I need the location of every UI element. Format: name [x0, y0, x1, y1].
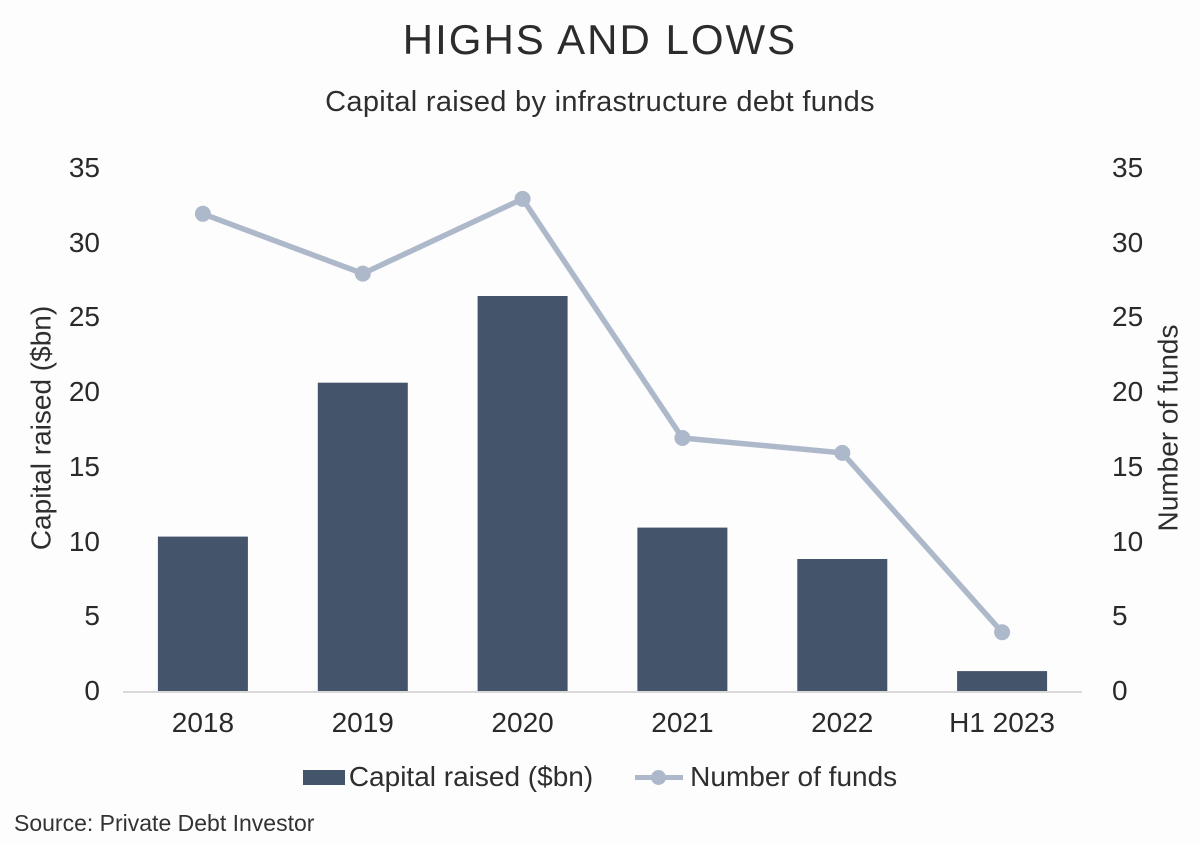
y-tick-right-0: 0	[1112, 675, 1128, 706]
bar-2021	[637, 527, 728, 692]
x-axis-labels: 2018 2019 2020 2021 2022 H1 2023	[123, 707, 1082, 739]
source-note: Source: Private Debt Investor	[14, 810, 315, 836]
legend-label-capital-raised: Capital raised ($bn)	[348, 761, 594, 792]
y-tick-right-15: 15	[1112, 450, 1144, 482]
y-tick-right-10: 10	[1112, 525, 1144, 557]
y-tick-left-30: 30	[68, 226, 100, 258]
y-tick-right-20: 20	[1112, 376, 1144, 408]
chart-title: HIGHS AND LOWS	[402, 16, 798, 63]
bar-swatch-icon	[302, 769, 345, 785]
right-axis-ticks: 0 5 10 15 20 25 30 35	[1112, 0, 1200, 845]
y-tick-left-35: 35	[68, 152, 100, 183]
x-label-2018: 2018	[171, 707, 235, 738]
y-tick-right-35: 35	[1112, 152, 1144, 183]
legend: Capital raised ($bn) Number of funds	[0, 761, 1200, 793]
bar-2018	[157, 536, 248, 692]
y-tick-left-15: 15	[68, 450, 100, 482]
line-dot-marker-icon	[651, 769, 667, 785]
left-axis-ticks: 0 5 10 15 20 25 30 35	[0, 0, 100, 845]
legend-label-number-of-funds: Number of funds	[690, 761, 898, 792]
point-H1 2023	[994, 624, 1011, 641]
point-2022	[834, 444, 851, 461]
x-label-2021: 2021	[651, 707, 714, 738]
y-tick-right-5: 5	[1112, 600, 1128, 632]
x-label-2022: 2022	[811, 707, 874, 738]
x-label-H1 2023: H1 2023	[949, 707, 1055, 738]
x-label-2019: 2019	[331, 707, 394, 738]
chart-subtitle: Capital raised by infrastructure debt fu…	[325, 86, 875, 118]
point-2021	[674, 430, 691, 446]
bar-H1 2023	[957, 671, 1048, 692]
legend-item-capital-raised: Capital raised ($bn)	[302, 761, 594, 793]
y-tick-left-0: 0	[84, 675, 100, 706]
point-2020	[514, 190, 531, 207]
y-tick-left-20: 20	[68, 376, 100, 408]
point-2019	[354, 265, 371, 282]
bar-2022	[797, 559, 888, 692]
x-label-2020: 2020	[491, 707, 554, 738]
y-tick-right-25: 25	[1112, 301, 1144, 333]
plot-area	[123, 190, 1082, 693]
legend-item-number-of-funds: Number of funds	[635, 761, 897, 793]
line-dot-swatch-icon	[635, 769, 684, 785]
bar-2020	[477, 296, 568, 692]
y-tick-left-5: 5	[84, 600, 100, 632]
point-2018	[194, 205, 211, 222]
y-tick-left-10: 10	[68, 525, 100, 557]
number-of-funds-line	[201, 196, 1005, 635]
y-tick-left-25: 25	[68, 301, 100, 333]
bar-2019	[317, 382, 408, 692]
y-tick-right-30: 30	[1112, 226, 1144, 258]
